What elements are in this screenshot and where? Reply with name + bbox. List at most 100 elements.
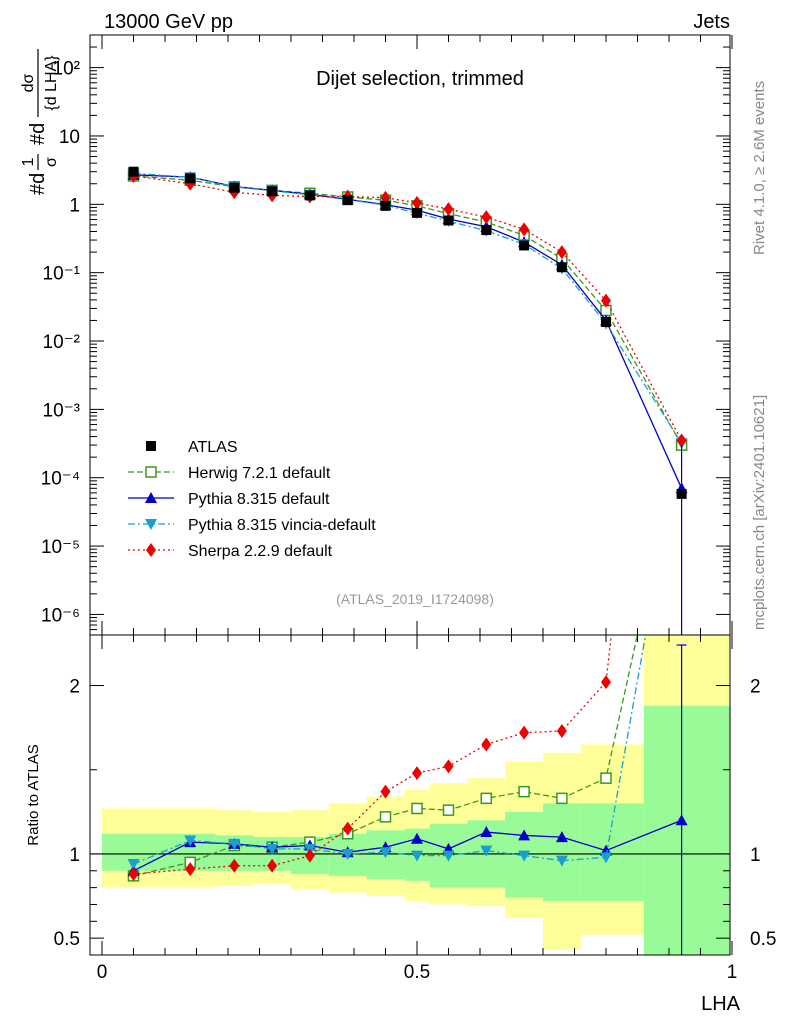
- atlas-point: [185, 173, 196, 184]
- main-ytick-label: 10⁻⁶: [41, 605, 80, 626]
- legend-label-pythia: Pythia 8.315 default: [188, 491, 330, 508]
- atlas-point: [556, 262, 567, 273]
- ratio-ytick-label-right: 2: [750, 677, 761, 698]
- main-frame: [89, 34, 731, 636]
- atlas-point: [601, 316, 611, 327]
- main-panel: 10⁻⁶ 10⁻⁵ 10⁻⁴ 10⁻³ 10⁻² 10⁻¹ 1 10 10² Dijet sel…: [20, 34, 733, 636]
- ratio-herwig-line: [133, 635, 639, 877]
- ratio-vincia-line: [133, 635, 647, 865]
- atlas-point: [128, 166, 139, 177]
- ratio-herwig-point: [556, 792, 568, 805]
- sherpa-point: [601, 293, 611, 308]
- atlas-point: [267, 186, 278, 197]
- ratio-vincia-point: [480, 845, 493, 857]
- xlabel: LHA: [701, 993, 741, 1015]
- sherpa-point: [481, 210, 492, 225]
- ratio-pythia-point: [411, 832, 423, 844]
- ratio-sherpa-point: [677, 5, 687, 19]
- legend-marker-sherpa: [146, 543, 156, 557]
- ratio-herwig-point: [379, 811, 392, 823]
- ylabel-d1: #d: [27, 173, 49, 195]
- ratio-pythia-point: [480, 826, 493, 838]
- main-ytick-label: 1: [69, 195, 80, 216]
- atlas-point: [676, 488, 687, 499]
- main-ytick-label: 10: [59, 127, 80, 148]
- rivet-label: Rivet 4.1.0, ≥ 2.6M events: [751, 81, 768, 255]
- ratio-herwig-point: [442, 804, 455, 816]
- xtick-label: 0.5: [404, 962, 430, 983]
- sherpa-point: [443, 202, 454, 217]
- ratio-herwig-point: [480, 792, 493, 805]
- sherpa-point: [412, 195, 422, 210]
- ratio-ylabel: Ratio to ATLAS: [25, 744, 42, 845]
- legend-marker-atlas: [146, 441, 156, 451]
- ratio-pythia-point: [555, 831, 568, 843]
- ratio-series-layer: [127, 5, 688, 955]
- ratio-sherpa-point: [342, 821, 353, 836]
- ratio-vincia-point: [127, 859, 140, 871]
- ylabel-d2: #d: [27, 123, 49, 145]
- sherpa-point: [556, 245, 567, 260]
- ratio-sherpa-point: [601, 675, 611, 690]
- ratio-sherpa-point: [304, 848, 315, 863]
- ylabel-frac1-den: σ: [43, 157, 60, 167]
- ratio-vincia-point: [442, 850, 455, 862]
- atlas-point: [229, 182, 240, 193]
- ratio-herwig-point: [411, 802, 423, 815]
- ratio-sherpa-point: [267, 858, 278, 873]
- atlas-point: [342, 195, 353, 206]
- legend-label-herwig: Herwig 7.2.1 default: [188, 465, 331, 482]
- atlas-point: [481, 225, 492, 236]
- main-ytick-label: 10⁻¹: [43, 264, 81, 285]
- ratio-panel: 0.5 0.5 1 1 2 2 0 0.5 1 Ratio to ATLAS LHA: [25, 5, 776, 1015]
- ratio-vincia-point: [228, 838, 241, 850]
- ratio-sherpa-point: [128, 867, 139, 882]
- atlas-point: [304, 190, 315, 201]
- ratio-sherpa-point: [481, 737, 492, 752]
- ratio-ytick-label: 0.5: [54, 929, 80, 950]
- analysis-tag: (ATLAS_2019_I1724098): [336, 591, 494, 607]
- plot-title: Dijet selection, trimmed: [316, 68, 524, 90]
- main-ytick-label: 10⁻³: [43, 400, 81, 421]
- sherpa-line: [133, 175, 683, 441]
- ratio-herwig-point: [518, 785, 530, 798]
- ratio-sherpa-point: [519, 725, 530, 740]
- ylabel-frac2-num: dσ: [20, 73, 37, 92]
- main-ytick-label: 10⁻⁴: [41, 469, 80, 490]
- ratio-sherpa-point: [380, 784, 391, 799]
- legend-marker-pythia: [145, 492, 157, 503]
- ratio-vincia-point: [379, 847, 392, 859]
- legend-label-sherpa: Sherpa 2.2.9 default: [188, 543, 333, 560]
- sherpa-point: [519, 222, 530, 237]
- ratio-vincia-point: [518, 850, 531, 862]
- ylabel-frac1-num: 1: [20, 157, 37, 166]
- mcplots-label: mcplots.cern.ch [arXiv:2401.10621]: [751, 395, 768, 630]
- uncertainty-band-inner: [543, 803, 581, 902]
- ratio-sherpa-line: [133, 635, 612, 875]
- ratio-vincia-point: [555, 855, 568, 867]
- uncertainty-band-inner: [643, 705, 730, 955]
- ratio-vincia-point: [411, 850, 423, 862]
- main-series-layer: [127, 166, 688, 635]
- ratio-sherpa-point: [556, 724, 567, 738]
- ratio-ytick-label: 2: [69, 677, 80, 698]
- legend-label-atlas: ATLAS: [188, 439, 238, 456]
- ratio-pythia-point: [518, 829, 531, 841]
- ratio-sherpa-point: [412, 766, 422, 781]
- atlas-point: [443, 215, 454, 226]
- legend-label-vincia: Pythia 8.315 vincia-default: [188, 517, 376, 534]
- sherpa-point: [676, 433, 687, 448]
- legend-marker-herwig: [145, 466, 157, 478]
- ratio-sherpa-point: [229, 858, 240, 873]
- ratio-bands: [90, 635, 730, 955]
- ylabel-frac2-den: {d LHA}: [43, 55, 60, 111]
- xtick-label: 0: [97, 962, 108, 983]
- ratio-ticks: 0.5 0.5 1 1 2 2 0 0.5 1: [54, 635, 776, 983]
- main-ylabel: #d 1 σ #d dσ {d LHA}: [20, 49, 60, 195]
- uncertainty-band-inner: [580, 803, 644, 902]
- ratio-vincia-point: [341, 848, 354, 860]
- atlas-point: [519, 240, 530, 251]
- ratio-sherpa-point: [443, 759, 454, 774]
- ratio-vincia-point: [600, 852, 612, 864]
